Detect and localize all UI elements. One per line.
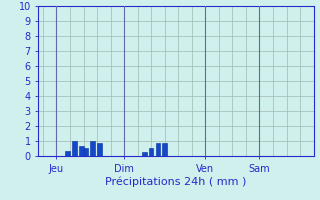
Bar (66, 151, 70, 156)
Bar (142, 152, 147, 156)
Bar (156, 142, 160, 156)
Bar (84, 148, 88, 156)
Bar (97, 142, 101, 156)
Bar (72, 141, 77, 156)
X-axis label: Précipitations 24h ( mm ): Précipitations 24h ( mm ) (105, 176, 247, 187)
Bar (149, 148, 154, 156)
Bar (90, 141, 95, 156)
Bar (79, 146, 84, 156)
Bar (163, 143, 167, 156)
